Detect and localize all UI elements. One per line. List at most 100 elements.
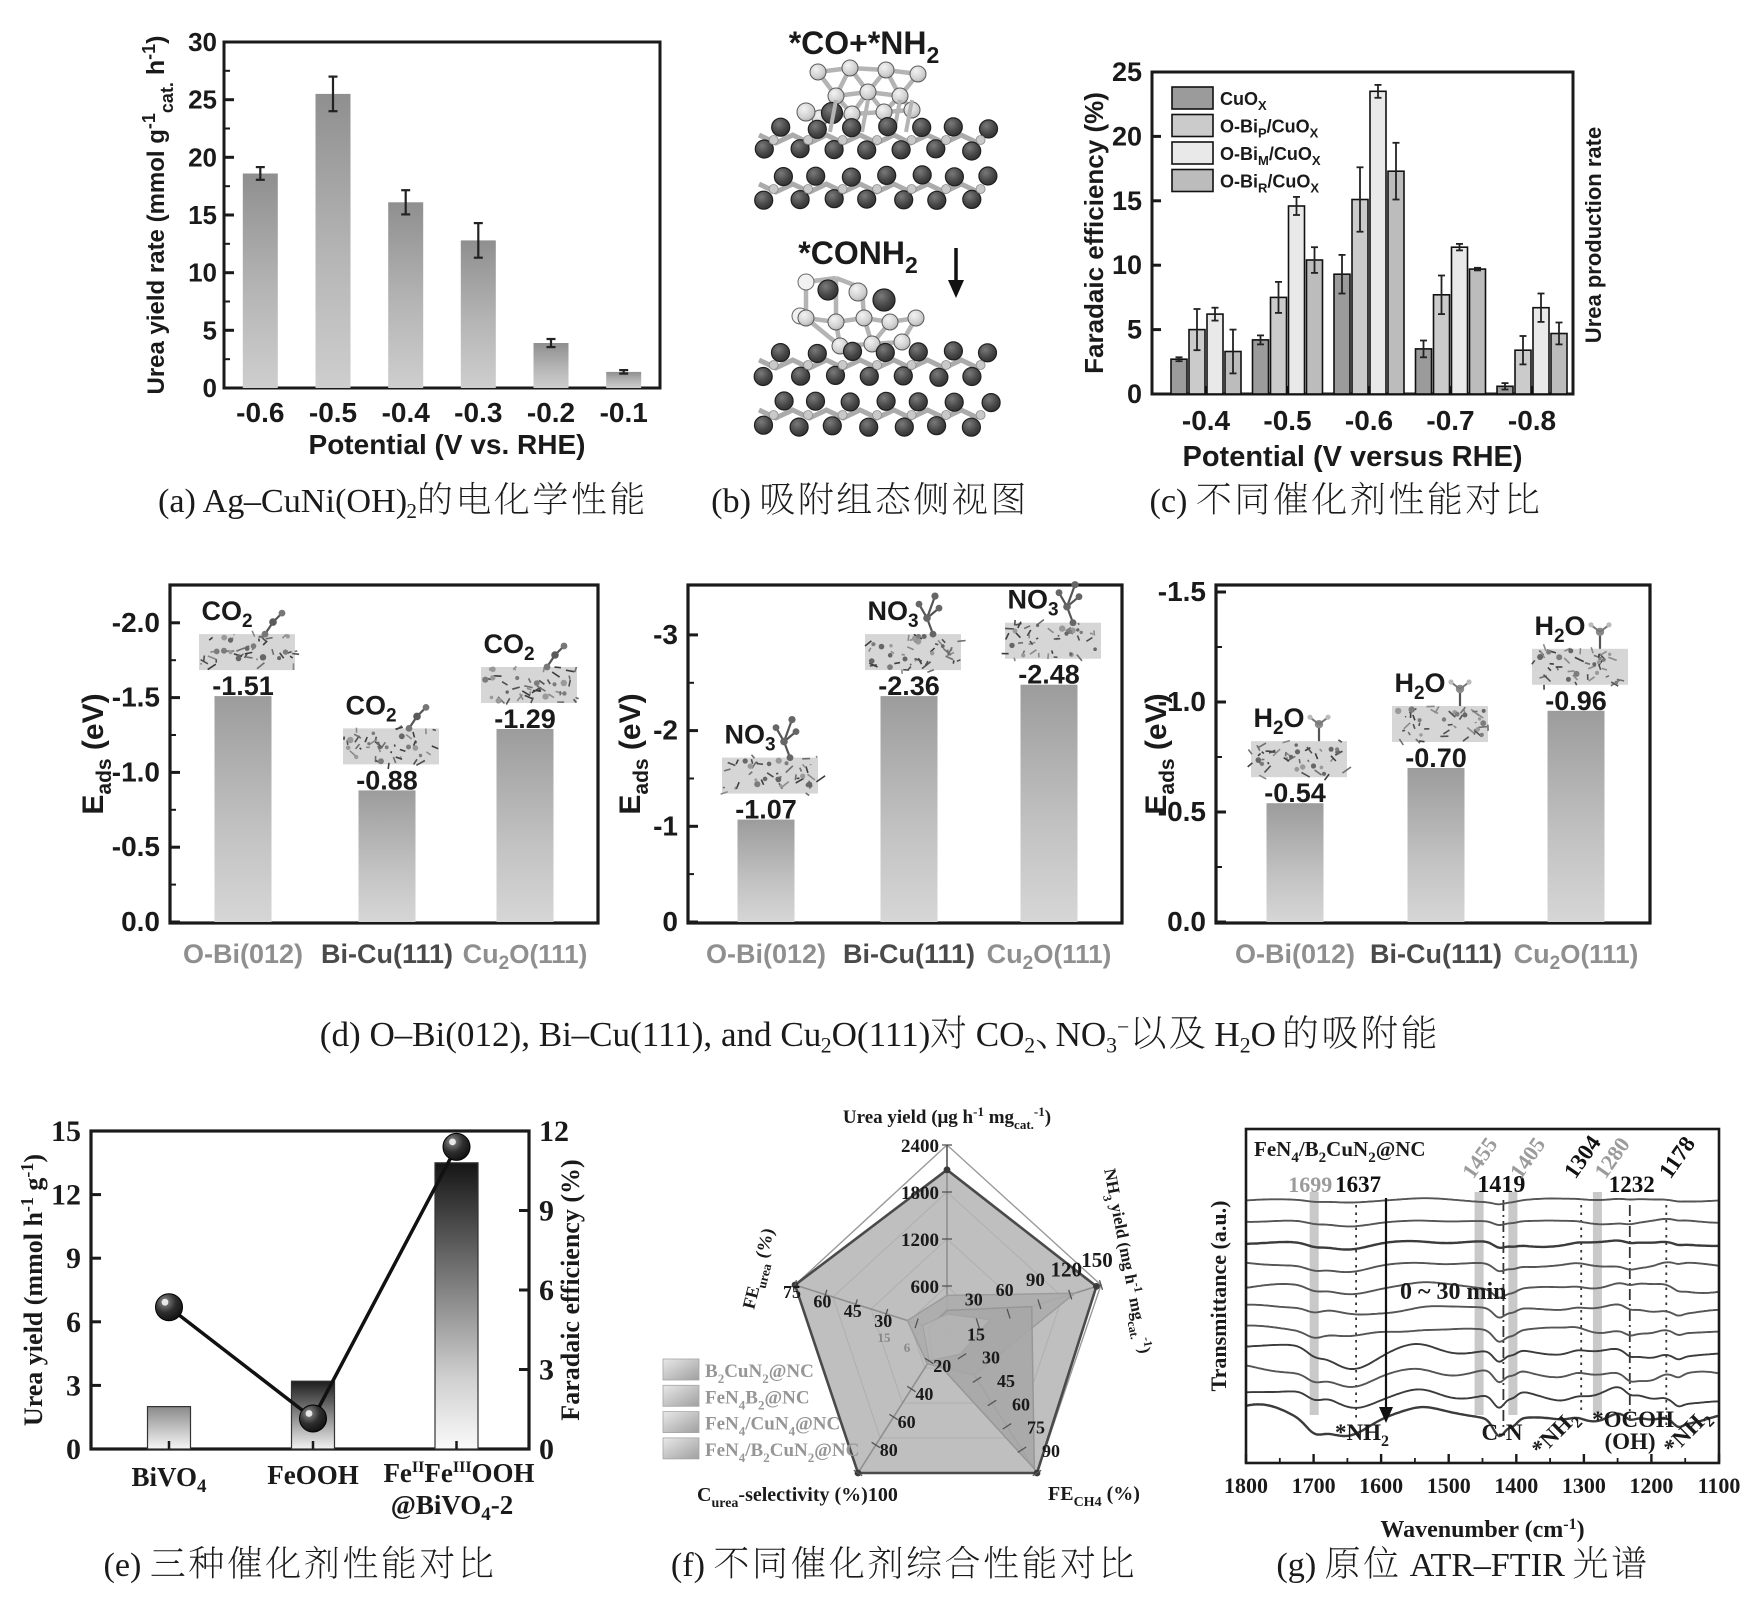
- svg-text:-0.4: -0.4: [1182, 405, 1231, 436]
- svg-text:FeN4/CuN4@NC: FeN4/CuN4@NC: [705, 1414, 840, 1439]
- svg-text:12: 12: [539, 1115, 569, 1148]
- svg-text:75: 75: [1027, 1418, 1045, 1438]
- svg-text:3: 3: [539, 1354, 554, 1387]
- svg-text:Potential (V versus RHE): Potential (V versus RHE): [1182, 441, 1522, 473]
- svg-text:CuNi(OH): CuNi(OH): [261, 483, 407, 520]
- svg-text:0 ~ 30 min: 0 ~ 30 min: [1400, 1279, 1507, 1305]
- svg-text:60: 60: [898, 1412, 916, 1432]
- svg-text:-1.0: -1.0: [112, 756, 160, 787]
- svg-text:45: 45: [844, 1301, 862, 1321]
- svg-text:-0.6: -0.6: [236, 397, 284, 428]
- svg-text:FeN4B2@NC: FeN4B2@NC: [705, 1387, 810, 1412]
- svg-text:20: 20: [1112, 121, 1142, 151]
- svg-text:Bi(012), Bi: Bi(012), Bi: [412, 1015, 572, 1054]
- svg-text:3: 3: [1106, 1033, 1117, 1057]
- svg-text:-0.7: -0.7: [1426, 405, 1474, 436]
- svg-text:20: 20: [933, 1356, 951, 1376]
- svg-text:Cu2O(111): Cu2O(111): [987, 939, 1112, 974]
- svg-text:30: 30: [188, 27, 217, 57]
- svg-text:Wavenumber (cm-1): Wavenumber (cm-1): [1380, 1516, 1584, 1543]
- svg-text:Cu2O(111): Cu2O(111): [463, 939, 588, 974]
- svg-text:(a) Ag: (a) Ag: [158, 483, 244, 520]
- svg-text:(b): (b): [711, 483, 751, 520]
- svg-text:2: 2: [406, 499, 417, 523]
- svg-text:1100: 1100: [1698, 1473, 1741, 1498]
- svg-text:O: O: [1251, 1015, 1276, 1054]
- svg-text:15: 15: [878, 1330, 892, 1345]
- svg-text:-0.4: -0.4: [382, 397, 431, 428]
- svg-text:–: –: [243, 483, 262, 520]
- svg-text:600: 600: [911, 1277, 940, 1298]
- svg-text:10: 10: [1112, 250, 1142, 280]
- svg-text:3: 3: [66, 1369, 81, 1402]
- svg-text:90: 90: [1026, 1270, 1045, 1291]
- svg-text:CO: CO: [976, 1015, 1025, 1054]
- svg-text:1600: 1600: [1359, 1473, 1403, 1498]
- svg-text:–: –: [394, 1015, 413, 1054]
- svg-text:1400: 1400: [1494, 1473, 1538, 1498]
- svg-text:2: 2: [821, 1033, 832, 1057]
- svg-text:30: 30: [874, 1311, 892, 1331]
- svg-text:-0.54: -0.54: [1264, 778, 1326, 808]
- svg-text:Cu2O(111): Cu2O(111): [1514, 939, 1639, 974]
- svg-text:30: 30: [965, 1289, 983, 1309]
- svg-text:2: 2: [1024, 1033, 1035, 1057]
- svg-text:H2O: H2O: [1253, 703, 1304, 739]
- svg-text:1419: 1419: [1477, 1172, 1525, 1198]
- svg-text:75: 75: [783, 1282, 801, 1302]
- svg-text:Bi-Cu(111): Bi-Cu(111): [321, 939, 453, 969]
- svg-text:-1.51: -1.51: [212, 671, 274, 701]
- svg-text:-1.29: -1.29: [494, 704, 556, 734]
- svg-text:150: 150: [1081, 1248, 1113, 1272]
- svg-text:25: 25: [1112, 57, 1142, 87]
- svg-text:(e): (e): [104, 1547, 142, 1584]
- svg-text:(f): (f): [671, 1547, 705, 1584]
- svg-text:-0.2: -0.2: [527, 397, 575, 428]
- svg-text:Faradaic efficiency (%): Faradaic efficiency (%): [556, 1159, 585, 1420]
- svg-text:Bi-Cu(111): Bi-Cu(111): [843, 939, 975, 969]
- svg-text:-1.0: -1.0: [1158, 686, 1206, 717]
- svg-text:−: −: [1117, 1015, 1129, 1039]
- svg-text:0: 0: [662, 906, 678, 937]
- svg-text:-0.88: -0.88: [356, 765, 418, 795]
- svg-text:60: 60: [1012, 1394, 1030, 1414]
- svg-text:5: 5: [203, 315, 217, 345]
- svg-text:*CONH2: *CONH2: [798, 235, 917, 278]
- svg-text:10: 10: [188, 258, 217, 288]
- svg-text:0.0: 0.0: [1167, 906, 1206, 937]
- svg-text:NO: NO: [1056, 1015, 1107, 1054]
- svg-text:–: –: [571, 1015, 590, 1054]
- svg-text:30: 30: [982, 1348, 1000, 1368]
- svg-text:-1.5: -1.5: [1158, 576, 1206, 607]
- svg-text:1699: 1699: [1288, 1172, 1332, 1197]
- svg-text:-3: -3: [653, 619, 678, 650]
- svg-text:0: 0: [539, 1433, 554, 1466]
- svg-text:1500: 1500: [1427, 1473, 1471, 1498]
- svg-text:@BiVO4-2: @BiVO4-2: [391, 1490, 514, 1525]
- svg-text:1300: 1300: [1562, 1473, 1606, 1498]
- svg-text:2: 2: [1240, 1033, 1251, 1057]
- svg-text:15: 15: [51, 1115, 81, 1148]
- svg-text:15: 15: [188, 200, 217, 230]
- svg-text:-0.96: -0.96: [1545, 686, 1607, 716]
- svg-text:-0.5: -0.5: [1158, 796, 1206, 827]
- svg-text:NO3: NO3: [724, 720, 775, 756]
- svg-text:2400: 2400: [901, 1136, 939, 1157]
- svg-text:25: 25: [188, 85, 217, 115]
- svg-text:Urea production rate: Urea production rate: [1581, 127, 1606, 343]
- svg-text:60: 60: [813, 1292, 831, 1312]
- svg-text:1700: 1700: [1292, 1473, 1336, 1498]
- svg-text:Faradaic efficiency (%): Faradaic efficiency (%): [1079, 92, 1109, 374]
- svg-text:B2CuN2@NC: B2CuN2@NC: [705, 1361, 814, 1386]
- svg-text:Urea yield (mmol h-1 g-1): Urea yield (mmol h-1 g-1): [17, 1154, 48, 1426]
- svg-text:(g): (g): [1276, 1547, 1316, 1584]
- svg-text:FeN4/B2CuN2@NC: FeN4/B2CuN2@NC: [705, 1440, 859, 1465]
- svg-text:0.0: 0.0: [121, 906, 160, 937]
- svg-text:*OCOH: *OCOH: [1592, 1407, 1674, 1432]
- svg-text:12: 12: [51, 1179, 81, 1212]
- svg-text:40: 40: [915, 1384, 933, 1404]
- svg-text:-0.1: -0.1: [600, 397, 648, 428]
- svg-text:-0.5: -0.5: [1263, 405, 1311, 436]
- svg-text:120: 120: [1050, 1258, 1082, 1282]
- svg-text:20: 20: [188, 142, 217, 172]
